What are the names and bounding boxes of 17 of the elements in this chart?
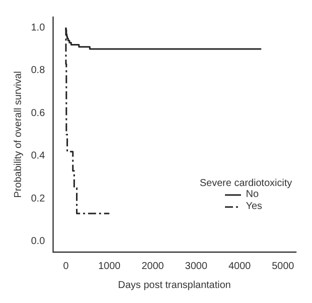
y-tick-label: 0.2 (30, 193, 46, 204)
x-tick-label: 0 (63, 260, 70, 272)
y-tick-label: 1.0 (30, 22, 46, 34)
x-tick-label: 5000 (272, 260, 295, 272)
y-tick-label: 0.8 (30, 65, 46, 76)
x-tick-label: 2000 (142, 260, 164, 272)
legend-label: Yes (246, 201, 264, 213)
x-tick-label: 1000 (98, 260, 121, 272)
y-axis-title: Probability of overall survival (12, 71, 24, 198)
x-axis-title: Days post transplantation (118, 280, 231, 291)
x-tick-label: 3000 (185, 260, 208, 272)
legend-label: No (246, 189, 260, 201)
y-tick-label: 0.6 (30, 108, 46, 119)
legend-title: Severe cardiotoxicity (200, 178, 292, 189)
x-tick-label: 4000 (228, 260, 252, 272)
y-tick-label: 0.0 (30, 236, 46, 248)
y-tick-label: 0.4 (30, 150, 46, 162)
